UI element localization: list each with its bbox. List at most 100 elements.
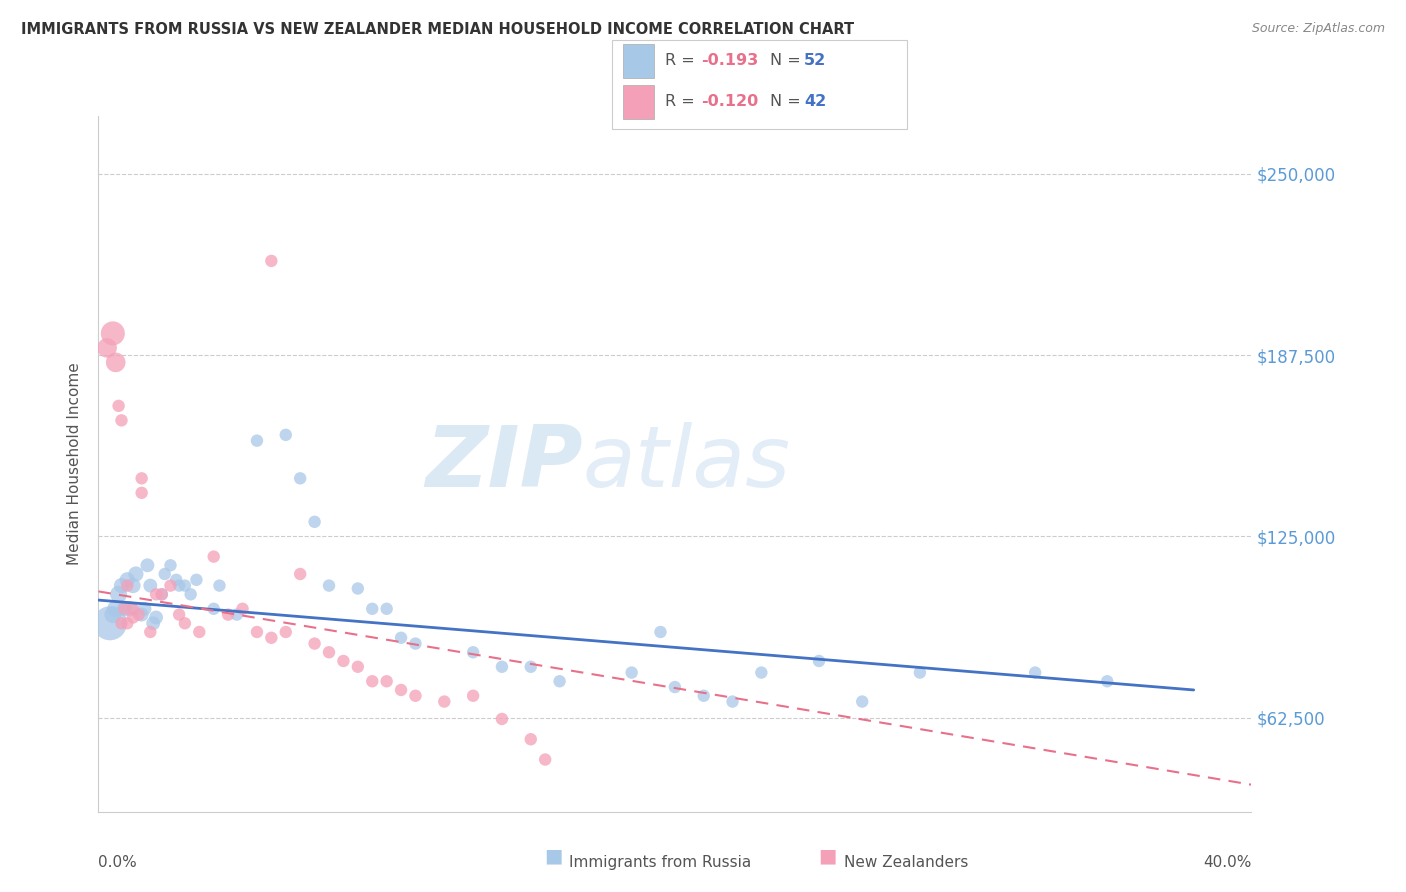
Point	[346, 660, 368, 674]
Point	[246, 434, 269, 448]
Point	[751, 665, 773, 680]
Point	[159, 558, 181, 573]
Point	[461, 689, 484, 703]
Point	[520, 660, 543, 674]
Text: -0.193: -0.193	[702, 54, 759, 68]
Text: New Zealanders: New Zealanders	[844, 855, 967, 870]
Point	[1024, 665, 1046, 680]
Point	[405, 689, 427, 703]
Point	[290, 567, 312, 582]
Point	[104, 601, 127, 615]
Point	[122, 601, 145, 615]
Point	[246, 624, 269, 639]
Point	[180, 587, 202, 601]
Text: ZIP: ZIP	[425, 422, 582, 506]
Point	[117, 573, 139, 587]
Point	[98, 616, 121, 631]
Point	[101, 607, 124, 622]
Point	[548, 674, 571, 689]
Text: N =: N =	[770, 54, 807, 68]
Point	[131, 485, 153, 500]
Point	[693, 689, 716, 703]
Point	[120, 601, 142, 615]
Point	[461, 645, 484, 659]
Point	[107, 587, 129, 601]
Point	[139, 624, 162, 639]
Point	[145, 610, 167, 624]
Point	[520, 732, 543, 747]
Point	[174, 579, 197, 593]
Text: N =: N =	[770, 95, 807, 109]
Point	[290, 471, 312, 485]
Point	[361, 674, 384, 689]
Point	[304, 637, 326, 651]
Point	[110, 616, 132, 631]
Point	[150, 587, 173, 601]
Point	[260, 631, 283, 645]
Point	[908, 665, 931, 680]
Point	[491, 660, 513, 674]
Point	[225, 607, 247, 622]
Text: atlas: atlas	[582, 422, 790, 506]
Point	[117, 579, 139, 593]
Point	[620, 665, 643, 680]
Text: 40.0%: 40.0%	[1204, 855, 1251, 870]
Point	[131, 471, 153, 485]
Point	[142, 616, 165, 631]
Y-axis label: Median Household Income: Median Household Income	[67, 362, 83, 566]
Point	[1097, 674, 1119, 689]
Point	[260, 254, 283, 268]
Point	[112, 601, 135, 615]
Text: -0.120: -0.120	[702, 95, 759, 109]
Text: 52: 52	[804, 54, 827, 68]
Point	[304, 515, 326, 529]
Point	[125, 567, 148, 582]
Point	[188, 624, 211, 639]
Point	[208, 579, 231, 593]
Point	[117, 616, 139, 631]
Text: R =: R =	[665, 54, 700, 68]
Point	[361, 601, 384, 615]
Point	[332, 654, 354, 668]
Point	[202, 549, 225, 564]
Point	[405, 637, 427, 651]
Point	[174, 616, 197, 631]
Point	[122, 579, 145, 593]
Point	[104, 355, 127, 369]
Point	[110, 579, 132, 593]
Point	[96, 341, 118, 355]
Point	[101, 326, 124, 341]
Point	[318, 579, 340, 593]
Point	[112, 601, 135, 615]
Point	[318, 645, 340, 659]
Point	[664, 680, 686, 694]
Point	[433, 694, 456, 708]
Point	[491, 712, 513, 726]
Text: 42: 42	[804, 95, 827, 109]
Point	[389, 631, 412, 645]
Text: IMMIGRANTS FROM RUSSIA VS NEW ZEALANDER MEDIAN HOUSEHOLD INCOME CORRELATION CHAR: IMMIGRANTS FROM RUSSIA VS NEW ZEALANDER …	[21, 22, 855, 37]
Point	[122, 610, 145, 624]
Point	[375, 674, 398, 689]
Point	[534, 752, 557, 766]
Point	[186, 573, 208, 587]
Point	[139, 579, 162, 593]
Point	[346, 582, 368, 596]
Point	[274, 624, 297, 639]
Point	[389, 683, 412, 698]
Point	[167, 579, 190, 593]
Text: Immigrants from Russia: Immigrants from Russia	[569, 855, 752, 870]
Point	[136, 558, 159, 573]
Point	[167, 607, 190, 622]
Text: ■: ■	[544, 847, 562, 865]
Point	[231, 601, 254, 615]
Point	[150, 587, 173, 601]
Text: R =: R =	[665, 95, 700, 109]
Point	[134, 601, 156, 615]
Point	[807, 654, 830, 668]
Point	[153, 567, 176, 582]
Point	[202, 601, 225, 615]
Point	[128, 607, 150, 622]
Point	[145, 587, 167, 601]
Point	[159, 579, 181, 593]
